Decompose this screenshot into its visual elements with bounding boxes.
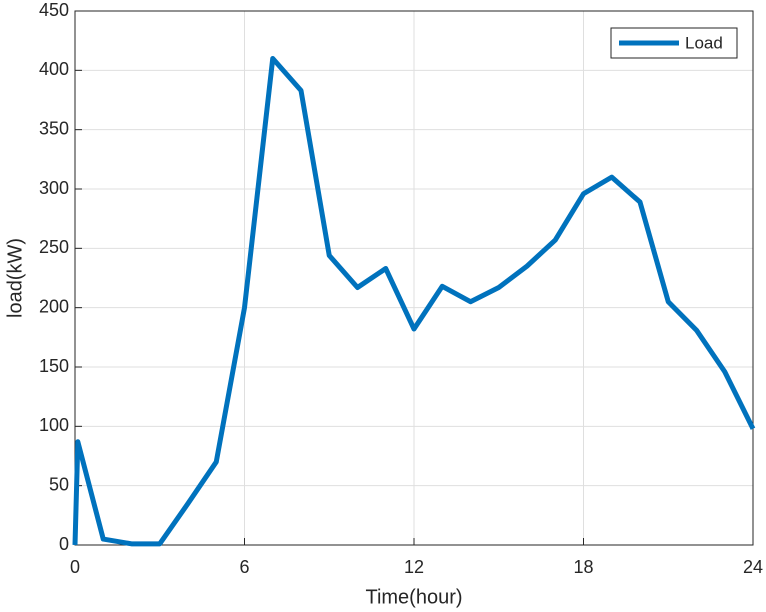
x-tick-label: 6 [239,557,249,577]
y-tick-label: 150 [39,356,69,376]
x-tick-label: 24 [743,557,763,577]
axes-box [74,10,754,546]
y-tick-label: 50 [49,474,69,494]
y-tick-label: 400 [39,59,69,79]
legend-label: Load [685,33,723,52]
y-tick-label: 100 [39,415,69,435]
y-tick-label: 200 [39,296,69,316]
x-tick-label: 12 [404,557,424,577]
x-tick-label: 0 [70,557,80,577]
y-tick-label: 0 [59,534,69,554]
x-tick-label: 18 [573,557,593,577]
x-axis-label: Time(hour) [365,586,462,608]
y-tick-label: 250 [39,237,69,257]
y-tick-label: 450 [39,0,69,20]
y-tick-label: 300 [39,178,69,198]
y-tick-label: 350 [39,118,69,138]
y-axis-label: load(kW) [4,238,26,318]
data-line [72,55,756,547]
